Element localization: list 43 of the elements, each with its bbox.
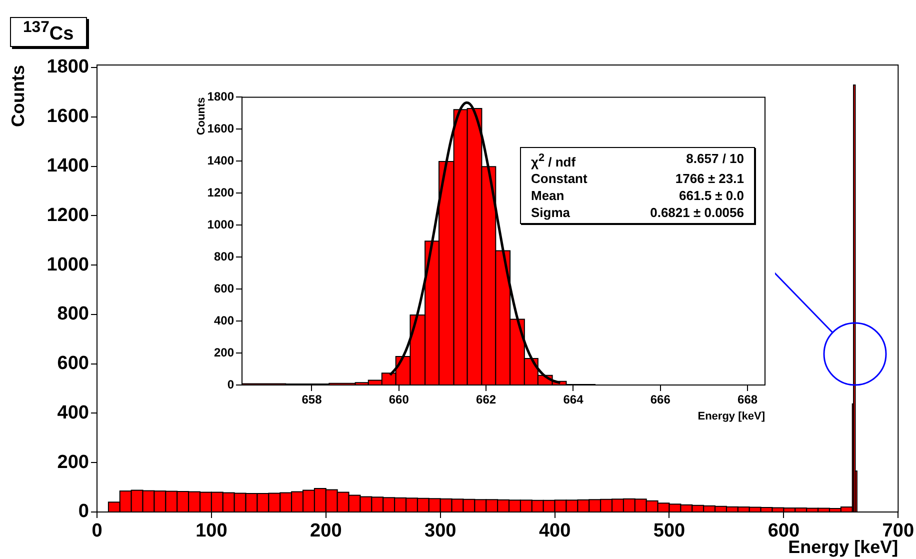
y-tick-label: 0 [227, 377, 234, 392]
y-tick-label: 1800 [207, 90, 234, 104]
annotation: 0.6821 ± 0.0056 [650, 204, 744, 222]
y-tick-label: 1000 [46, 254, 89, 276]
y-tick-label: 200 [214, 345, 234, 360]
y-tick-label: 400 [214, 313, 234, 328]
y-tick-label: 1400 [46, 155, 89, 176]
y-tick-label: 1600 [207, 121, 234, 136]
x-tick-label: 500 [653, 520, 686, 542]
y-axis-title: Counts [196, 97, 208, 136]
x-axis-title: Energy [keV] [698, 410, 766, 422]
x-tick-label: 200 [310, 520, 342, 542]
y-tick-label: 200 [57, 452, 89, 473]
y-tick-label: 800 [214, 249, 234, 264]
y-tick-label: 1200 [46, 204, 89, 226]
x-tick-label: 0 [92, 520, 102, 542]
annotation: Constant [531, 170, 588, 188]
annotation: 1766 ± 23.1 [675, 170, 744, 188]
x-tick-label: 668 [738, 392, 758, 407]
annotation: 8.657 / 10 [686, 150, 744, 168]
x-tick-label: 100 [196, 520, 228, 542]
x-tick-label: 660 [388, 392, 410, 407]
y-axis-title: Counts [8, 65, 28, 127]
annotation: Mean [531, 187, 564, 204]
annotation: χ$^{2}$ / ndf [531, 151, 576, 170]
x-tick-label: 662 [476, 392, 496, 407]
chart-title: $^{137}$Cs [10, 17, 87, 48]
y-tick-label: 0 [78, 501, 89, 522]
annotation: Sigma [531, 204, 570, 222]
x-tick-label: 400 [538, 520, 571, 542]
y-tick-label: 1800 [46, 56, 89, 78]
y-tick-label: 800 [57, 304, 89, 325]
x-tick-label: 666 [650, 392, 671, 407]
x-tick-label: 664 [563, 392, 584, 407]
y-tick-label: 1400 [207, 153, 234, 168]
y-tick-label: 1000 [207, 217, 234, 232]
y-tick-label: 1600 [46, 106, 89, 128]
x-tick-label: 300 [424, 520, 456, 542]
annotation: 661.5 ± 0.0 [679, 187, 744, 204]
y-tick-label: 600 [214, 281, 234, 296]
y-tick-label: 600 [57, 353, 89, 374]
x-tick-label: 658 [302, 392, 322, 407]
y-tick-label: 1200 [207, 185, 234, 200]
